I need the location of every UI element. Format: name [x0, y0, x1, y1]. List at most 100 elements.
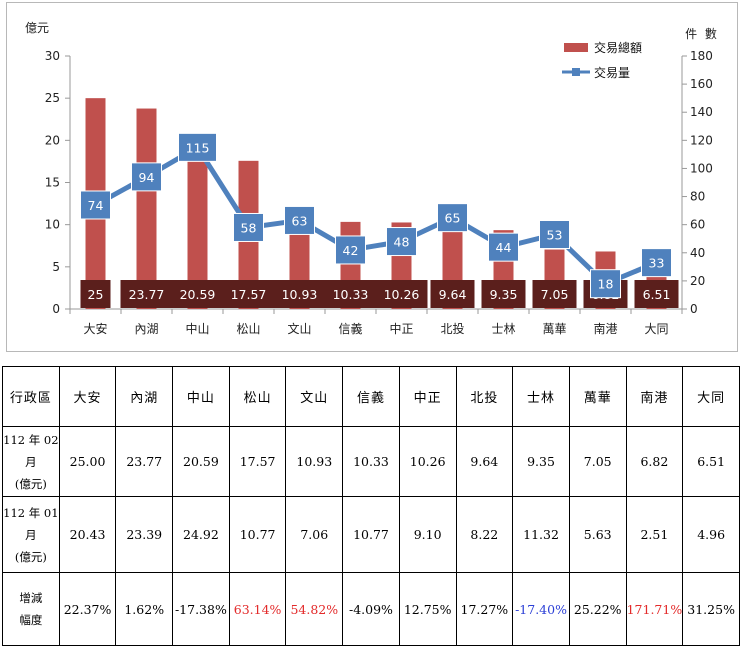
x-category-label: 信義: [338, 321, 362, 336]
row-label-line1: 112 年 01 月: [3, 505, 59, 542]
table-cell: 11.32: [512, 496, 570, 573]
x-category-label: 士林: [491, 322, 515, 336]
header-district-cell: 北投: [455, 366, 514, 427]
table-cell: 24.92: [172, 496, 230, 573]
right-tick-label: 140: [690, 105, 713, 119]
left-tick-label: 20: [45, 133, 60, 147]
bar-value-box: [171, 280, 224, 308]
right-tick-label: 60: [690, 218, 705, 232]
line-point-box: [178, 132, 217, 162]
header-district-cell: 萬華: [568, 366, 627, 427]
table-cell: 31.25%: [682, 572, 740, 646]
legend-bar-swatch: [564, 43, 588, 52]
x-category-label: 萬華: [542, 322, 566, 336]
bar-內湖: [136, 108, 157, 309]
x-category-label: 內湖: [134, 321, 158, 336]
table-cell: 7.05: [568, 426, 627, 497]
header-district-cell: 內湖: [115, 366, 174, 427]
bar-value-box: [273, 280, 326, 308]
table-cell: 23.77: [115, 426, 174, 497]
table-cell: 10.77: [342, 496, 400, 573]
right-tick-label: 20: [690, 274, 705, 288]
table-cell: 6.51: [682, 426, 740, 497]
right-tick-label: 180: [690, 49, 713, 63]
table-row: 增減 幅度 22.37% 1.62% -17.38% 63.14% 54.82% -4.09%…: [2, 572, 740, 646]
table-cell: 9.64: [455, 426, 514, 497]
line-point-box: [590, 269, 621, 299]
table-header-row: 行政區 大安 內湖 中山 松山 文山 信義 中正 北投 士林 萬華 南港 大同: [2, 366, 740, 427]
data-table: 行政區 大安 內湖 中山 松山 文山 信義 中正 北投 士林 萬華 南港 大同 112 年 02 月 (億元…: [2, 366, 740, 646]
line-point-box: [641, 248, 672, 278]
combo-chart: 0 5 10 15 20 25 30 0 20 40 60 80 100 120 140 160 180 億元 件 …: [25, 21, 717, 336]
row-label: 112 年 02 月 (億元): [2, 426, 60, 497]
table-cell: -4.09%: [342, 572, 400, 646]
row-label-line2: (億元): [14, 549, 47, 564]
row-label: 增減 幅度: [2, 572, 60, 646]
right-tick-label: 100: [690, 161, 713, 175]
bar-value-label: 10.33: [333, 287, 369, 302]
table-cell: 171.71%: [625, 572, 684, 646]
line-point-label: 65: [445, 211, 461, 226]
table-cell: 22.37%: [58, 572, 117, 646]
x-category-label: 大同: [644, 322, 668, 336]
table-cell: 5.63: [568, 496, 627, 573]
line-point-label: 42: [343, 243, 359, 258]
bar-value-box: [532, 280, 577, 308]
line-point-box: [386, 227, 417, 257]
table-cell: 10.77: [228, 496, 287, 573]
right-tick-label: 120: [690, 133, 713, 147]
table-cell: 8.22: [455, 496, 514, 573]
x-category-label: 北投: [440, 321, 464, 336]
line-point-label: 33: [649, 256, 665, 271]
table-cell: 17.57: [228, 426, 287, 497]
right-tick-label: 40: [690, 246, 705, 260]
table-cell: 20.43: [58, 496, 117, 573]
bar-value-box: [481, 280, 526, 308]
bar-value-label: 9.35: [490, 287, 518, 302]
header-district-cell: 文山: [285, 366, 344, 427]
line-point-box: [335, 235, 366, 265]
bar-value-box: [634, 280, 679, 308]
bar-value-label: 20.59: [180, 287, 216, 302]
legend-bar-label: 交易總額: [594, 40, 642, 55]
x-category-label: 文山: [287, 321, 311, 336]
header-district-label: 行政區: [2, 366, 60, 427]
bar-value-label: 17.57: [231, 287, 267, 302]
line-point-box: [437, 203, 468, 233]
right-tick-label: 0: [690, 302, 698, 316]
left-tick-label: 15: [45, 176, 60, 190]
table-cell: 25.00: [58, 426, 117, 497]
right-tick-label: 80: [690, 190, 705, 204]
x-category-label: 中正: [389, 321, 413, 336]
line-point-label: 53: [547, 228, 563, 243]
bar-value-box: [222, 280, 275, 308]
line-point-box: [80, 190, 111, 220]
bar-value-label: 6.51: [643, 287, 671, 302]
table-cell: 10.93: [285, 426, 344, 497]
x-category-label: 松山: [236, 322, 260, 336]
row-label-line2: (億元): [14, 476, 47, 491]
table-cell: 54.82%: [285, 572, 344, 646]
table-cell: 9.35: [512, 426, 570, 497]
table-cell: -17.38%: [172, 572, 230, 646]
table-cell: 10.26: [398, 426, 457, 497]
line-point-label: 63: [292, 213, 308, 228]
row-label-line1: 112 年 02 月: [3, 432, 59, 469]
left-tick-label: 0: [52, 302, 60, 316]
row-label-line1: 增減: [19, 591, 43, 605]
header-district-cell: 松山: [228, 366, 287, 427]
x-category-label: 大安: [83, 321, 107, 336]
header-district-cell: 士林: [512, 366, 570, 427]
line-point-box: [131, 162, 162, 192]
line-point-label: 48: [394, 235, 410, 250]
x-category-label: 中山: [185, 321, 209, 336]
table-cell: 12.75%: [398, 572, 457, 646]
table-cell: 23.39: [115, 496, 174, 573]
table-cell: 1.62%: [115, 572, 174, 646]
legend-line-label: 交易量: [594, 65, 630, 80]
line-point-label: 18: [598, 277, 614, 292]
table-cell: 9.10: [398, 496, 457, 573]
bar-value-box: [375, 280, 428, 308]
table-cell: 6.82: [625, 426, 684, 497]
line-point-box: [233, 212, 264, 242]
